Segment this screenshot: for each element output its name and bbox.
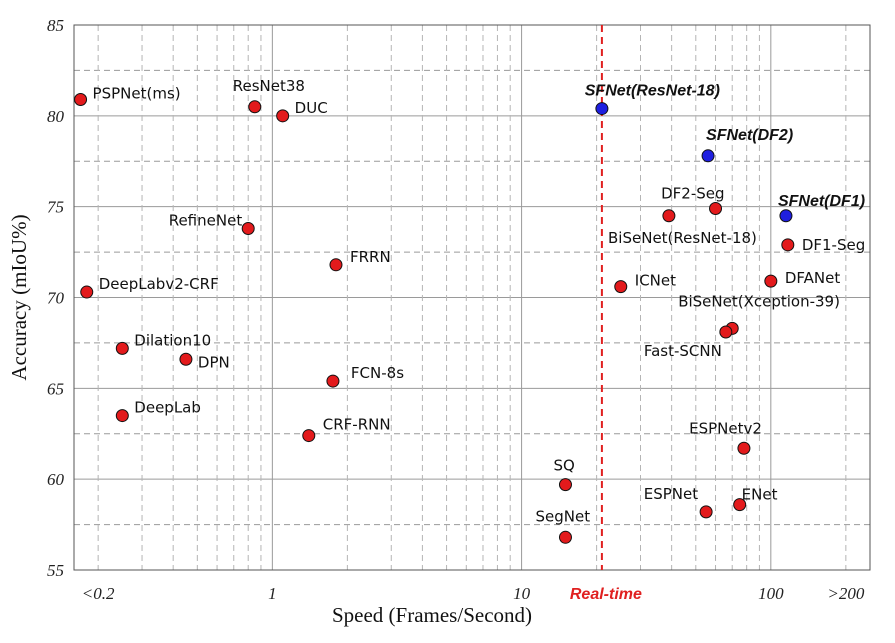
data-point-label: DF2-Seg	[661, 184, 724, 202]
data-point-label: ENet	[742, 486, 778, 504]
y-tick-label: 65	[47, 379, 64, 398]
y-tick-label: 75	[47, 198, 64, 217]
data-point-label: BiSeNet(ResNet-18)	[608, 229, 757, 247]
data-point-marker	[764, 274, 778, 288]
x-tick-label: <0.2	[82, 584, 115, 603]
data-point-marker	[558, 530, 572, 544]
data-point-marker	[701, 149, 715, 163]
data-point-label: Fast-SCNN	[644, 342, 722, 360]
real-time-label: Real-time	[570, 586, 642, 603]
data-point-marker	[115, 409, 129, 423]
y-tick-label: 85	[47, 16, 64, 35]
data-point-label: SFNet(DF2)	[706, 127, 793, 144]
y-tick-label: 55	[47, 561, 64, 580]
data-point-marker	[326, 374, 340, 388]
y-axis-ticks: 55 60 65 70 75 80 85	[47, 16, 65, 580]
x-tick-label: 10	[513, 584, 531, 603]
data-point-label: SFNet(DF1)	[778, 193, 865, 210]
data-point-label: DPN	[198, 353, 230, 371]
data-point-marker	[614, 280, 628, 294]
y-tick-label: 60	[47, 470, 65, 489]
data-point-label: SegNet	[535, 507, 590, 525]
data-point-label: FRRN	[350, 248, 391, 266]
data-point-marker	[302, 429, 316, 443]
y-axis-title: Accuracy (mIoU%)	[7, 214, 31, 380]
data-point-marker	[595, 102, 609, 116]
data-point-label: SQ	[553, 457, 574, 475]
data-point-marker	[733, 498, 747, 512]
data-point-label: ResNet38	[233, 77, 305, 95]
data-point-marker	[737, 441, 751, 455]
y-tick-label: 80	[47, 107, 65, 126]
data-point-label: DFANet	[785, 269, 841, 287]
data-point-marker	[329, 258, 343, 272]
data-point-label: ESPNetv2	[689, 419, 762, 437]
data-point-label: PSPNet(ms)	[93, 84, 181, 102]
data-point-label: ICNet	[635, 272, 676, 290]
data-point-marker	[558, 478, 572, 492]
data-point-label: Dilation10	[134, 331, 211, 349]
data-point-label: DeepLab	[134, 399, 201, 417]
data-point-marker	[781, 238, 795, 252]
x-tick-label: 1	[268, 584, 277, 603]
x-axis-title: Speed (Frames/Second)	[332, 603, 532, 627]
data-point-marker	[719, 325, 733, 339]
y-tick-label: 70	[47, 289, 65, 308]
data-point-label: RefineNet	[169, 211, 243, 229]
data-point-label: DeepLabv2-CRF	[99, 275, 219, 293]
data-point-marker	[248, 100, 262, 114]
data-point-marker	[779, 209, 793, 223]
data-point-label: DUC	[295, 99, 328, 117]
data-point-marker	[662, 209, 676, 223]
data-point-marker	[80, 285, 94, 299]
data-point-label: FCN-8s	[351, 364, 404, 382]
grid	[74, 24, 870, 571]
data-point-label: DF1-Seg	[802, 236, 865, 254]
data-point-marker	[241, 221, 255, 235]
data-point-label: SFNet(ResNet-18)	[585, 83, 720, 100]
data-point-marker	[709, 201, 723, 215]
plot-area-frame	[73, 24, 871, 571]
data-point-label: CRF-RNN	[323, 416, 391, 434]
data-point-marker	[179, 352, 193, 366]
data-point-label: ESPNet	[644, 485, 698, 503]
data-point-marker	[115, 341, 129, 355]
x-axis-ticks: <0.2 1 10 100 >200	[82, 584, 865, 603]
data-point-label: BiSeNet(Xception-39)	[678, 292, 840, 310]
data-point-marker	[276, 109, 290, 123]
x-tick-label: >200	[827, 584, 864, 603]
data-point-marker	[699, 505, 713, 519]
data-points: PSPNet(ms) ResNet38 DUC RefineNet FRRN DeepLa…	[74, 77, 865, 544]
x-tick-label: 100	[758, 584, 784, 603]
data-point-marker	[74, 92, 88, 106]
